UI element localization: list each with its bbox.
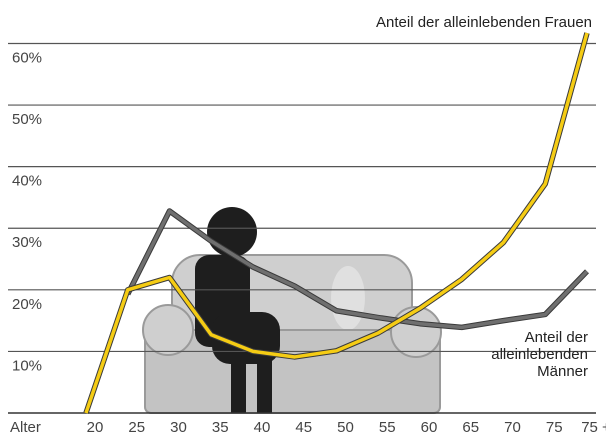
x-tick-label: 65	[462, 419, 479, 434]
sofa-arm	[142, 304, 194, 356]
line	[126, 209, 589, 330]
x-tick-label: 60	[421, 419, 438, 434]
y-tick-label: 50%	[12, 111, 42, 128]
series-label: Anteil der alleinlebenden Männer	[491, 329, 588, 380]
y-tick-label: 30%	[12, 234, 42, 251]
series-label: Anteil der alleinlebenden Frauen	[376, 14, 592, 31]
person-leg	[257, 358, 272, 413]
x-tick-label: 70	[504, 419, 521, 434]
person-leg	[231, 358, 246, 413]
x-tick-label: 55	[379, 419, 396, 434]
y-tick-label: 10%	[12, 357, 42, 374]
x-axis-label: Alter	[10, 419, 41, 434]
x-tick-label: 20	[87, 419, 104, 434]
x-tick-label: 35	[212, 419, 229, 434]
line	[84, 32, 589, 414]
x-tick-label: 30	[170, 419, 187, 434]
y-tick-label: 60%	[12, 49, 42, 66]
x-tick-label: 75	[546, 419, 563, 434]
y-tick-label: 20%	[12, 296, 42, 313]
sofa-arm	[390, 306, 442, 358]
x-tick-label: 25	[128, 419, 145, 434]
sofa-cushion	[331, 266, 365, 330]
x-tick-label: 45	[295, 419, 312, 434]
y-tick-label: 40%	[12, 173, 42, 190]
person-head	[207, 207, 257, 257]
illustration	[142, 207, 442, 414]
x-tick-label: 40	[254, 419, 271, 434]
x-tick-label: 50	[337, 419, 354, 434]
x-tick-label: 75 +	[581, 419, 606, 434]
